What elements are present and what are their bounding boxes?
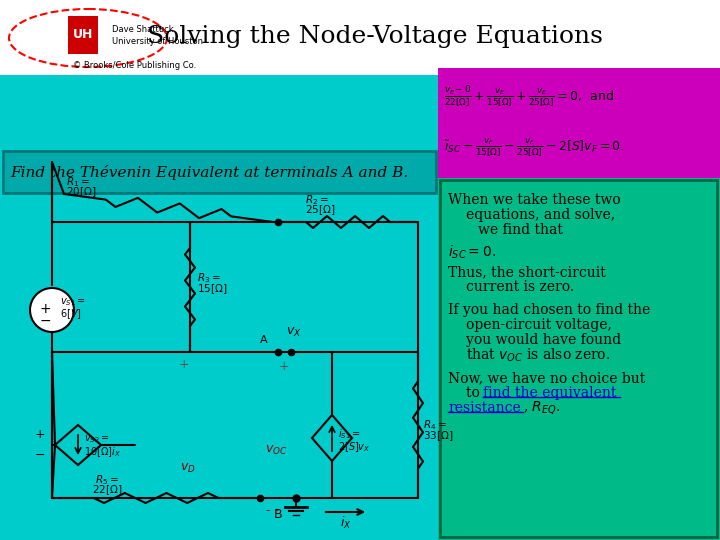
Text: $6[V]$: $6[V]$ (60, 307, 82, 321)
Text: $22[\Omega]$: $22[\Omega]$ (92, 483, 122, 497)
Text: $v_D$: $v_D$ (180, 462, 196, 475)
Text: $\tilde{\imath}_{SC} - \frac{v_F}{15[\Omega]} - \frac{v_F}{25[\Omega]} - 2[S]v_F: $\tilde{\imath}_{SC} - \frac{v_F}{15[\Om… (444, 137, 624, 159)
Text: $R_2=$: $R_2=$ (305, 193, 329, 207)
Text: +: + (279, 361, 289, 374)
Bar (68, 16, 98, 54)
Text: we find that: we find that (478, 223, 563, 237)
Text: University of Houston: University of Houston (112, 37, 203, 45)
Text: $i_{S1}=$: $i_{S1}=$ (338, 427, 361, 441)
Text: +: + (39, 302, 51, 316)
Bar (438, 178, 720, 540)
Text: A: A (260, 335, 268, 345)
Text: Dave Shattuck: Dave Shattuck (112, 24, 174, 33)
Text: $R_1=$: $R_1=$ (66, 175, 90, 189)
Text: $v_{OC}$: $v_{OC}$ (265, 443, 287, 456)
Text: resistance: resistance (448, 401, 521, 415)
Text: you would have found: you would have found (466, 333, 621, 347)
Text: $R_5=$: $R_5=$ (95, 473, 119, 487)
Text: to: to (466, 386, 485, 400)
Text: $2[S]v_X$: $2[S]v_X$ (338, 440, 371, 454)
Bar (440, 180, 717, 537)
Text: $10[\Omega]i_X$: $10[\Omega]i_X$ (84, 445, 121, 459)
Text: current is zero.: current is zero. (466, 280, 574, 294)
Text: If you had chosen to find the: If you had chosen to find the (448, 303, 650, 317)
Text: $20[\Omega]$: $20[\Omega]$ (66, 185, 96, 199)
Text: UH: UH (73, 29, 93, 42)
Text: open-circuit voltage,: open-circuit voltage, (466, 318, 612, 332)
Text: $15[\Omega]$: $15[\Omega]$ (197, 282, 228, 296)
Text: - -: - - (266, 503, 279, 516)
Text: that $v_{OC}$ is also zero.: that $v_{OC}$ is also zero. (466, 346, 611, 364)
Bar (0, 0, 720, 75)
Text: $\frac{v_E - 0}{22[\Omega]} + \frac{v_E}{15[\Omega]} + \frac{v_E}{25[\Omega]} = : $\frac{v_E - 0}{22[\Omega]} + \frac{v_E}… (444, 84, 614, 110)
Text: find the equivalent: find the equivalent (483, 386, 616, 400)
Circle shape (30, 288, 74, 332)
Text: $v_{S1}=$: $v_{S1}=$ (60, 296, 86, 308)
Text: Thus, the short-circuit: Thus, the short-circuit (448, 265, 606, 279)
Text: $i_{SC} = 0.$: $i_{SC} = 0.$ (448, 244, 496, 261)
Text: Find the Thévenin Equivalent at terminals A and B.: Find the Thévenin Equivalent at terminal… (10, 165, 408, 179)
Text: $R_4=$: $R_4=$ (423, 418, 446, 432)
Text: $25[\Omega]$: $25[\Omega]$ (305, 203, 336, 217)
Text: B: B (274, 508, 282, 521)
Bar (438, 68, 720, 178)
Bar (3, 151, 436, 193)
Text: $v_X$: $v_X$ (286, 326, 302, 339)
Text: $i_X$: $i_X$ (340, 515, 351, 531)
Text: © Brooks/Cole Publishing Co.: © Brooks/Cole Publishing Co. (73, 62, 197, 71)
Text: +: + (179, 359, 189, 372)
Text: equations, and solve,: equations, and solve, (466, 208, 615, 222)
Text: Now, we have no choice but: Now, we have no choice but (448, 371, 645, 385)
Text: −: − (35, 449, 45, 462)
Text: When we take these two: When we take these two (448, 193, 621, 207)
Bar (0, 75, 440, 540)
Text: $v_{S2}=$: $v_{S2}=$ (84, 433, 109, 445)
Text: , $R_{EQ}$.: , $R_{EQ}$. (523, 400, 561, 416)
Text: −: − (39, 314, 51, 328)
Text: Solving the Node-Voltage Equations: Solving the Node-Voltage Equations (147, 25, 603, 49)
Text: +: + (35, 429, 45, 442)
Text: $33[\Omega]$: $33[\Omega]$ (423, 429, 454, 443)
Text: $R_3=$: $R_3=$ (197, 271, 221, 285)
